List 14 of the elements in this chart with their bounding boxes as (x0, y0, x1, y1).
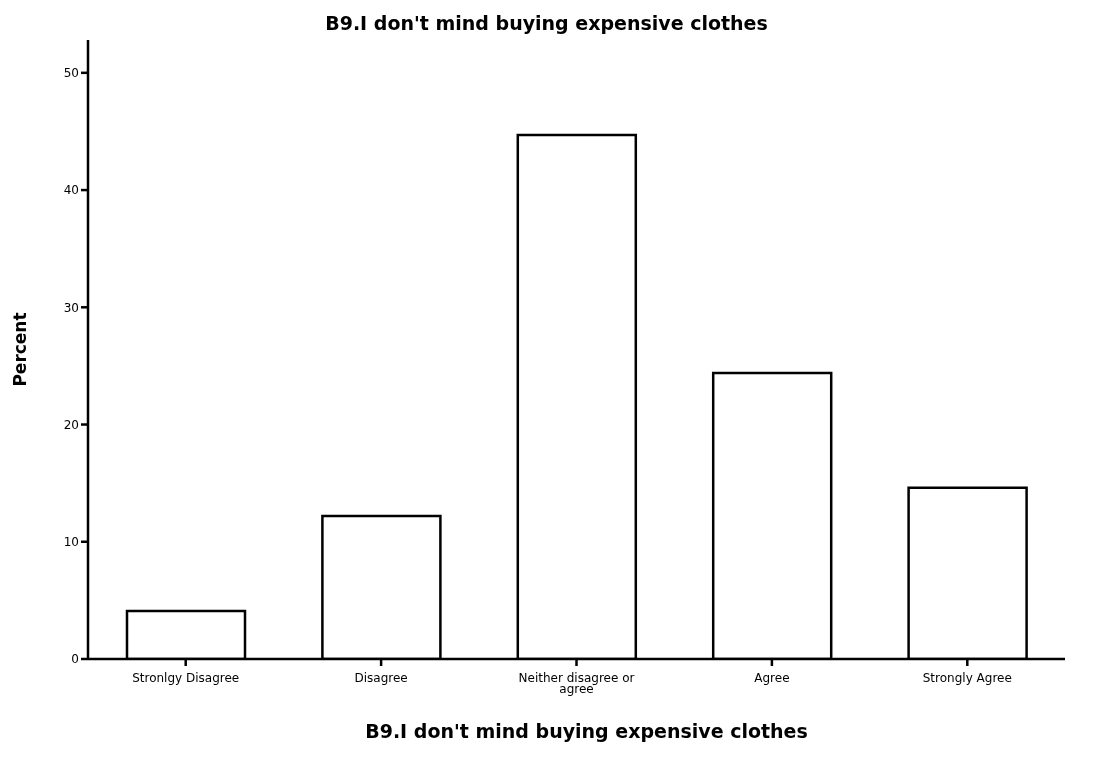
x-tick-label: Disagree (354, 671, 408, 685)
y-tick-label: 40 (63, 183, 79, 198)
x-tick-label: Strongly Agree (922, 671, 1012, 685)
chart-title: B9.I don't mind buying expensive clothes (324, 12, 769, 34)
y-tick-label: 20 (63, 417, 79, 432)
y-tick-label: 30 (63, 300, 79, 315)
y-tick-label: 0 (71, 652, 79, 667)
y-axis-title: Percent (10, 312, 31, 387)
x-tick-label: Agree (754, 671, 790, 685)
x-tick-label: Stronlgy Disagree (132, 671, 240, 685)
y-tick-label: 10 (63, 535, 79, 550)
x-axis-title: B9.I don't mind buying expensive clothes (364, 720, 809, 742)
y-tick-label: 50 (63, 66, 79, 81)
x-tick-label: Neither disagree or agree (518, 671, 635, 696)
